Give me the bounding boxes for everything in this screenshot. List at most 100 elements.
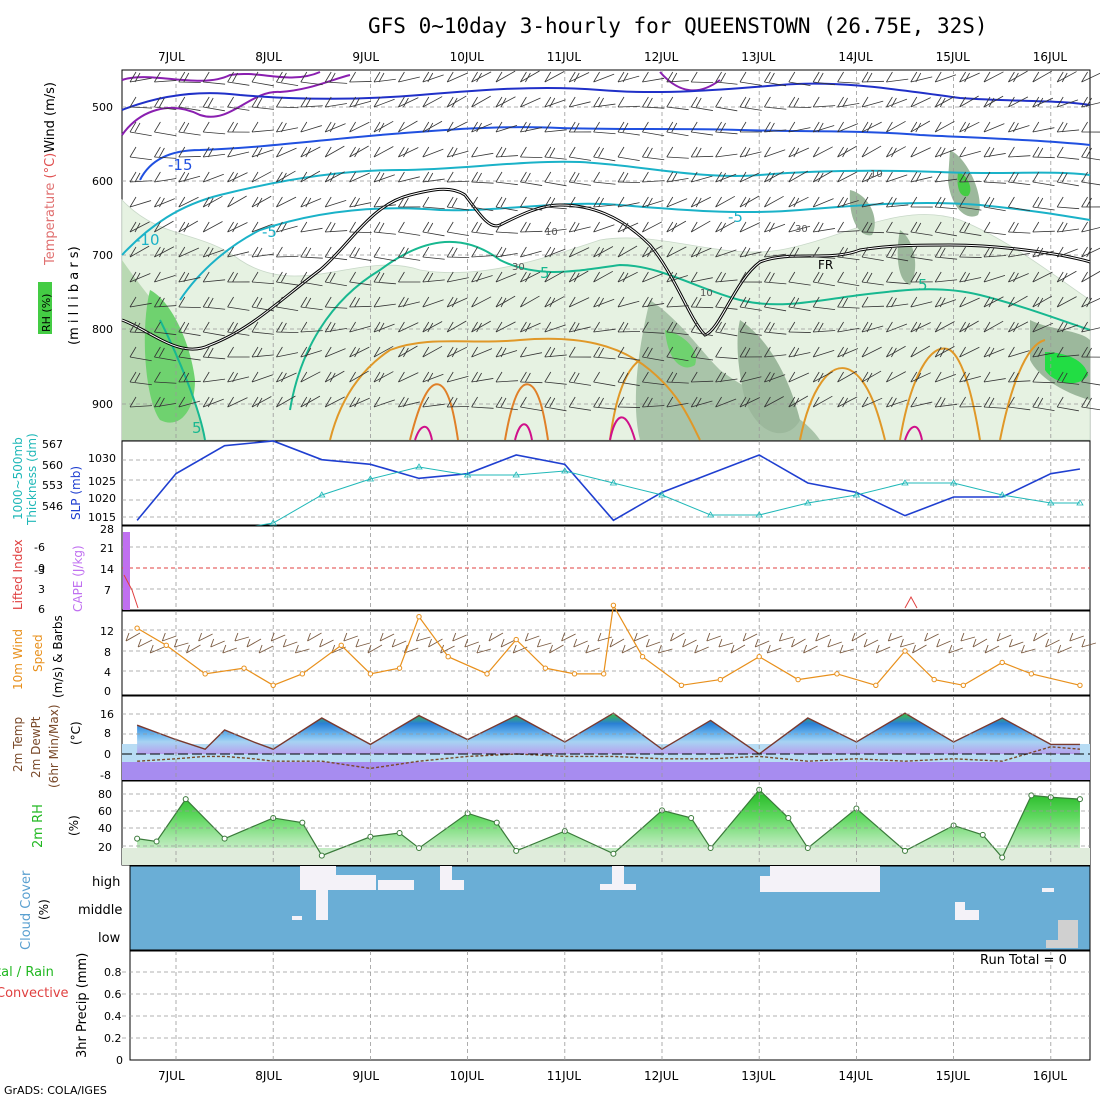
upper-barb-375 [495,295,516,308]
upper-barb-542 [666,396,689,408]
upper-barb-2 [178,71,201,83]
wind-ylabel-3: (m/s) & Barbs [51,615,65,698]
upper-ylabel-wind-unit: (m/s) [43,82,58,120]
thickness-marker [755,511,763,518]
cloud-low-patch-2 [1046,940,1058,948]
upper-barb-33 [934,71,957,83]
upper-barb-266 [764,221,786,233]
upper-barb-421 [642,321,665,334]
upper-barb-406 [276,321,299,334]
contour-cyan-1 [121,160,1091,256]
contour-orange-2 [609,359,641,441]
temp-ylabel-2: 2m DewPt [29,716,43,778]
cloud-ylabel-unit: (%) [37,899,51,920]
upper-barb-288 [324,246,348,261]
rh-point [707,845,714,852]
upper-barb-68 [812,96,836,108]
wind-ytick-8: 8 [104,646,111,659]
upper-barb-442 [178,346,201,361]
upper-barb-92 [422,120,443,133]
upper-barb-529 [349,396,370,408]
upper-barb-325 [251,271,274,285]
precip-ytick-0.8: 0.8 [104,966,122,979]
wind-speed-point [445,654,451,660]
wind-barb-60 [851,632,867,642]
upper-barb-140 [617,146,640,161]
upper-barb-225 [739,195,760,208]
upper-barb-303 [690,246,712,258]
upper-barb-107 [788,121,811,133]
upper-barb-69 [837,96,860,108]
rh-base-band [122,848,1090,865]
upper-barb-272 [910,221,933,236]
upper-barb-202 [178,196,199,208]
wind-speed-point [416,614,422,620]
upper-barb-117 [1032,121,1055,133]
upper-barb-430 [861,321,884,333]
upper-barb-24 [715,71,738,85]
wind-speed-point [931,676,937,683]
wind-speed-point [902,648,908,654]
upper-barb-377 [544,296,565,308]
upper-barb-280 [129,245,150,258]
rh-gridlines [122,781,1090,865]
rh-ylabel: 2m RH [31,804,46,848]
upper-barb-268 [812,221,835,233]
precip-gridlines [122,951,1090,1060]
upper-barb-417 [544,321,566,333]
upper-barb-499 [593,371,616,387]
upper-barb-549 [837,396,858,408]
upper-barb-441 [154,346,177,362]
rh-ytick-20: 20 [98,841,112,854]
upper-barb-478 [1056,346,1080,358]
upper-barb-401 [154,321,177,336]
upper-barb-152 [910,146,931,158]
upper-barb-307 [788,246,811,258]
upper-barb-129 [349,145,369,158]
upper-barb-234 [959,196,982,211]
upper-barb-93 [446,121,468,133]
wind-barb-56 [803,644,818,654]
upper-barb-480 [129,371,152,386]
upper-barb-315 [983,246,1006,258]
date-labels-bottom: 7JUL 8JUL 9JUL 10JUL 11JUL 12JUL 13JUL 14JUL 15J… [158,1069,1067,1083]
upper-barb-99 [593,121,616,135]
contour-teal-2 [289,240,1091,411]
upper-barb-385 [739,296,762,311]
wind-speed-point [678,682,685,688]
upper-barb-557 [1032,396,1055,412]
wind-speed-point [795,676,801,683]
contour-label-minus5-b: -5 [728,208,743,226]
upper-barb-365 [251,296,274,312]
slp-yticks-left: 567 560 553 546 [42,438,63,513]
upper-barb-226 [764,195,784,208]
cape-ytick-7: 7 [104,584,111,597]
upper-barb-104 [715,121,738,135]
upper-barb-95 [495,121,518,133]
upper-barb-552 [910,396,933,408]
upper-barb-257 [544,221,567,233]
rh-label-10-a: 10 [545,227,558,238]
upper-barb-548 [812,395,833,408]
wind-barb-75 [1033,632,1048,642]
contour-orange-6 [409,383,459,441]
thickness-marker [609,479,618,486]
upper-barb-496 [520,371,543,384]
upper-barb-142 [666,146,689,159]
date-top-12JUL: 12JUL [644,50,679,64]
rh-point [493,819,500,826]
upper-barb-482 [178,371,201,383]
upper-barb-305 [739,246,762,258]
wind-barb-59 [839,644,855,654]
upper-barb-358 [1056,270,1077,283]
wind-barb-47 [694,644,709,654]
upper-barb-97 [544,121,567,133]
wind-barb-24 [415,632,431,642]
upper-barb-445 [251,346,274,358]
upper-barb-488 [324,370,345,383]
thickness-line [137,466,1080,540]
rh-legend-label: RH (%) [40,294,53,332]
upper-barb-510 [861,370,882,383]
upper-barb-101 [642,121,665,137]
